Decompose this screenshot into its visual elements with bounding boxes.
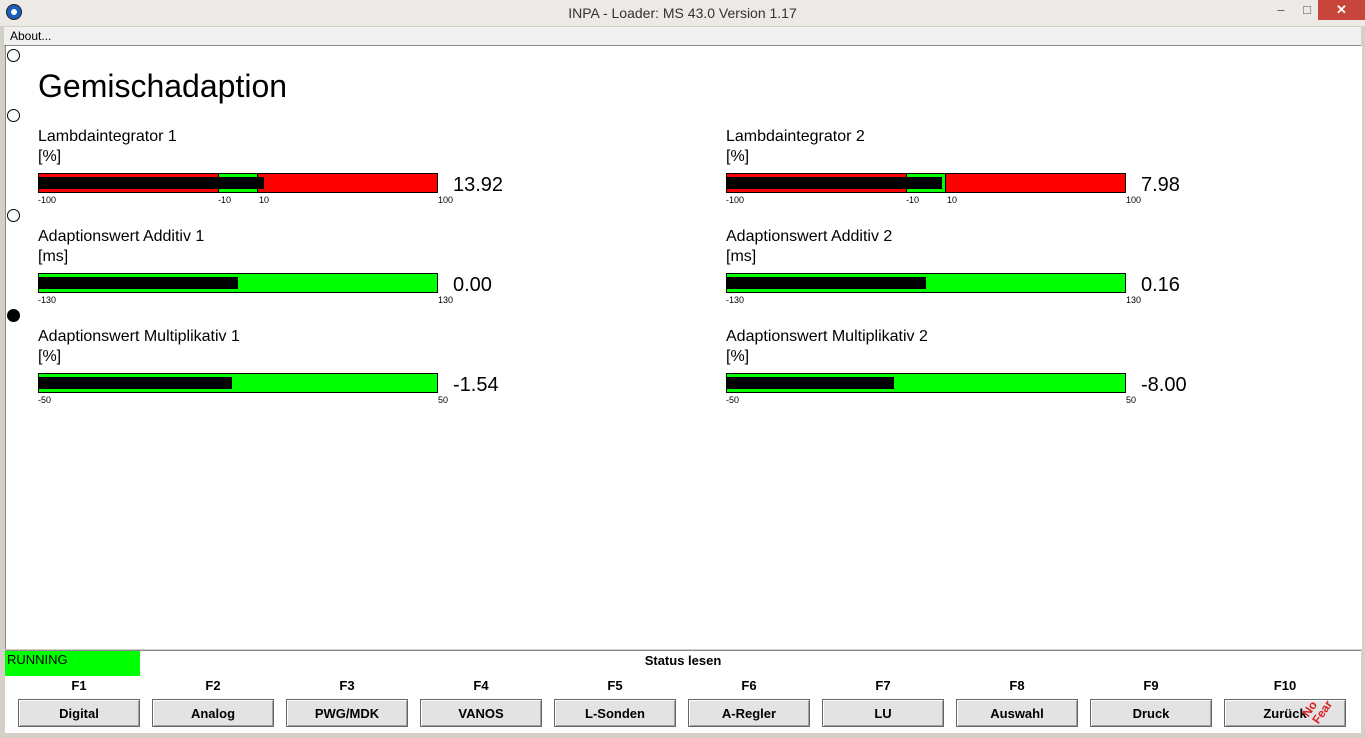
status-bar: RUNNING Status lesen F1 F2 F3 F4 F5 F6 F… [5, 650, 1361, 733]
gauge-fill [727, 277, 926, 289]
fkey-label-f6: F6 [741, 678, 757, 693]
lu-button[interactable]: LU [822, 699, 944, 727]
gauge-label: Adaptionswert Multiplikativ 1 [38, 328, 240, 345]
fkey-label-f10: F10 [1273, 678, 1297, 693]
gauge-zone-low: -10 [906, 195, 920, 205]
gauge-max: 50 [1126, 395, 1137, 405]
analog-button[interactable]: Analog [152, 699, 274, 727]
gauge-label: Adaptionswert Additiv 2 [726, 228, 893, 245]
auswahl-button[interactable]: Auswahl [956, 699, 1078, 727]
main-content: Gemischadaption Lambdaintegrator 1 [%] 1… [5, 46, 1362, 649]
digital-button[interactable]: Digital [18, 699, 140, 727]
title-bar: INPA - Loader: MS 43.0 Version 1.17 – □ … [0, 0, 1365, 26]
fkey-label-f4: F4 [473, 678, 489, 693]
gauge-lambdaintegrator-1: Lambdaintegrator 1 [%] 13.92 -100 -10 10… [38, 128, 518, 218]
radio-option-4[interactable] [7, 309, 20, 322]
gauge-min: -50 [726, 395, 740, 405]
vanos-button[interactable]: VANOS [420, 699, 542, 727]
gauge-bar [726, 373, 1126, 393]
gauge-lambdaintegrator-2: Lambdaintegrator 2 [%] 7.98 -100 -10 10 … [726, 128, 1206, 218]
bmw-logo-icon [6, 4, 22, 20]
gauge-unit: [%] [38, 148, 62, 165]
gauge-min: -100 [38, 195, 57, 205]
gauge-unit: [ms] [38, 248, 69, 265]
page-title: Gemischadaption [38, 68, 288, 104]
gauge-fill [39, 277, 238, 289]
status-label: Status lesen [644, 653, 722, 668]
radio-option-3[interactable] [7, 209, 20, 222]
gauge-value: 13.92 [453, 174, 504, 196]
fkey-label-f2: F2 [205, 678, 221, 693]
gauge-zone-low: -10 [218, 195, 232, 205]
gauge-value: 0.00 [453, 274, 492, 296]
radio-option-1[interactable] [7, 49, 20, 62]
menu-bar: About... [4, 27, 1361, 46]
gauge-label: Lambdaintegrator 1 [38, 128, 177, 145]
fkey-label-f9: F9 [1143, 678, 1159, 693]
gauge-additiv-2: Adaptionswert Additiv 2 [ms] 0.16 -130 1… [726, 228, 1206, 318]
l-sonden-button[interactable]: L-Sonden [554, 699, 676, 727]
gauge-fill [39, 177, 264, 189]
gauge-min: -100 [726, 195, 745, 205]
fkey-label-f3: F3 [339, 678, 355, 693]
close-button[interactable]: ✕ [1318, 0, 1365, 20]
gauge-min: -130 [38, 295, 57, 305]
zurueck-button[interactable]: Zurück [1224, 699, 1346, 727]
fkey-label-f8: F8 [1009, 678, 1025, 693]
gauge-value: 0.16 [1141, 274, 1180, 296]
gauge-bar [38, 173, 438, 193]
gauge-multiplikativ-2: Adaptionswert Multiplikativ 2 [%] -8.00 … [726, 328, 1206, 418]
gauge-bar [38, 373, 438, 393]
fkey-label-f7: F7 [875, 678, 891, 693]
druck-button[interactable]: Druck [1090, 699, 1212, 727]
gauge-max: 130 [1126, 295, 1142, 305]
gauge-unit: [%] [38, 348, 62, 365]
gauge-value: -8.00 [1141, 374, 1187, 396]
maximize-button[interactable]: □ [1303, 2, 1311, 17]
fkey-label-f5: F5 [607, 678, 623, 693]
gauge-fill [39, 377, 232, 389]
gauge-bar [726, 273, 1126, 293]
menu-about[interactable]: About... [10, 29, 52, 43]
gauge-value: -1.54 [453, 374, 499, 396]
gauge-fill [727, 177, 942, 189]
gauge-bar [726, 173, 1126, 193]
window-title: INPA - Loader: MS 43.0 Version 1.17 [568, 5, 797, 21]
gauge-unit: [%] [726, 148, 750, 165]
gauge-unit: [%] [726, 348, 750, 365]
gauge-additiv-1: Adaptionswert Additiv 1 [ms] 0.00 -130 1… [38, 228, 518, 318]
gauge-min: -130 [726, 295, 745, 305]
minimize-button[interactable]: – [1277, 2, 1285, 17]
gauge-label: Adaptionswert Multiplikativ 2 [726, 328, 928, 345]
gauge-bar [38, 273, 438, 293]
gauge-max: 100 [438, 195, 454, 205]
gauge-label: Lambdaintegrator 2 [726, 128, 865, 145]
gauge-min: -50 [38, 395, 52, 405]
gauge-max: 130 [438, 295, 454, 305]
gauge-max: 50 [438, 395, 449, 405]
gauge-value: 7.98 [1141, 174, 1180, 196]
gauge-zone-high: 10 [947, 195, 958, 205]
gauge-max: 100 [1126, 195, 1142, 205]
running-indicator: RUNNING [5, 651, 140, 676]
a-regler-button[interactable]: A-Regler [688, 699, 810, 727]
gauge-unit: [ms] [726, 248, 757, 265]
gauge-multiplikativ-1: Adaptionswert Multiplikativ 1 [%] -1.54 … [38, 328, 518, 418]
radio-option-2[interactable] [7, 109, 20, 122]
fkey-label-f1: F1 [71, 678, 87, 693]
gauge-zone-high: 10 [259, 195, 270, 205]
pwg-mdk-button[interactable]: PWG/MDK [286, 699, 408, 727]
gauge-label: Adaptionswert Additiv 1 [38, 228, 205, 245]
gauge-fill [727, 377, 894, 389]
